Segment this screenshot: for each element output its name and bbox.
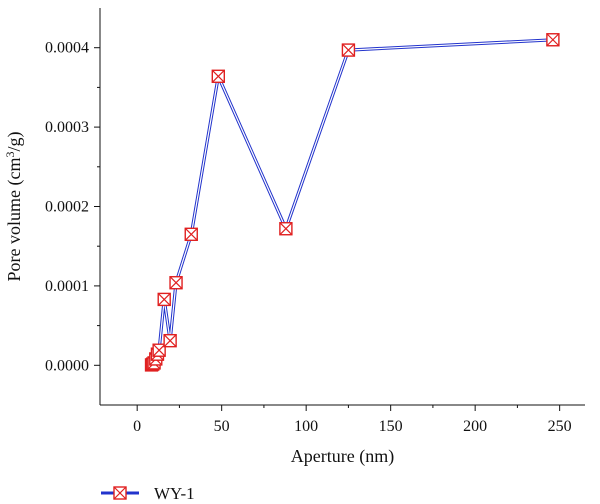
marker-cross-b bbox=[184, 227, 198, 241]
legend-marker-icon bbox=[113, 486, 127, 500]
data-point-marker bbox=[169, 276, 183, 290]
marker-cross-b bbox=[157, 292, 171, 306]
marker-cross-b bbox=[113, 486, 127, 500]
marker-cross-b bbox=[211, 69, 225, 83]
series-layer bbox=[144, 33, 560, 372]
y-tick-label: 0.0004 bbox=[45, 40, 89, 57]
data-point-marker bbox=[152, 343, 166, 357]
marker-square bbox=[341, 43, 356, 57]
legend-label: WY-1 bbox=[154, 484, 195, 503]
x-tick-label: 50 bbox=[214, 418, 230, 435]
data-point-marker bbox=[211, 69, 225, 83]
x-tick-label: 100 bbox=[294, 418, 318, 435]
legend-marker-glyph bbox=[113, 486, 127, 500]
legend: WY-1 bbox=[101, 484, 195, 503]
y-tick-label: 0.0000 bbox=[45, 357, 89, 374]
x-tick-label: 250 bbox=[548, 418, 572, 435]
marker-cross-b bbox=[163, 334, 177, 348]
marker-square bbox=[152, 343, 166, 357]
series-line-outer bbox=[150, 38, 553, 367]
y-axis-title-prefix: Pore volume (cm bbox=[4, 158, 25, 282]
y-axis-title-suffix: /g) bbox=[4, 132, 25, 152]
series-line-inner bbox=[151, 39, 553, 366]
marker-square bbox=[279, 222, 293, 236]
data-point-marker bbox=[157, 292, 171, 307]
marker-cross-b bbox=[152, 343, 166, 357]
y-tick-label: 0.0003 bbox=[45, 119, 89, 136]
marker-square bbox=[163, 333, 177, 348]
marker-cross-b bbox=[279, 222, 293, 236]
marker-square bbox=[184, 227, 198, 241]
y-tick-label: 0.0001 bbox=[45, 278, 89, 295]
y-tick-label: 0.0002 bbox=[45, 199, 89, 216]
marker-cross-b bbox=[341, 43, 355, 57]
x-axis-title: Aperture (nm) bbox=[291, 446, 394, 467]
marker-square bbox=[157, 292, 171, 307]
data-point-marker bbox=[341, 43, 356, 57]
marker-cross-b bbox=[169, 276, 183, 290]
marker-square bbox=[169, 276, 183, 290]
data-point-marker bbox=[184, 227, 198, 241]
y-axis-title-superscript: 3 bbox=[3, 152, 17, 158]
y-axis: 0.0000 0.0001 0.0002 0.0003 0.0004 bbox=[45, 8, 101, 405]
y-axis-title: Pore volume (cm3/g) bbox=[3, 132, 25, 282]
marker-square bbox=[546, 33, 560, 47]
data-point-marker bbox=[163, 333, 177, 348]
x-tick-label: 0 bbox=[133, 418, 141, 435]
data-point-marker bbox=[546, 33, 560, 47]
marker-square bbox=[211, 69, 225, 83]
x-axis: 0 50 100 150 200 250 bbox=[100, 404, 585, 435]
marker-square bbox=[113, 486, 127, 500]
data-point-marker bbox=[279, 222, 293, 236]
x-tick-label: 200 bbox=[463, 418, 487, 435]
x-tick-label: 150 bbox=[379, 418, 403, 435]
marker-cross-b bbox=[546, 33, 560, 47]
